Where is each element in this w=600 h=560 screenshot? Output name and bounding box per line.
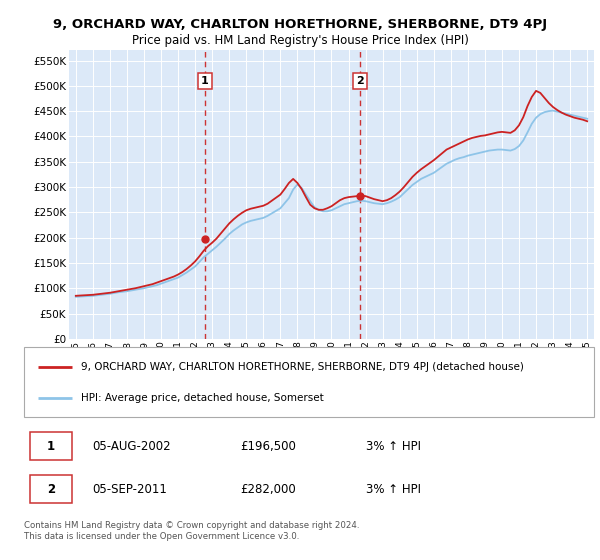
Text: HPI: Average price, detached house, Somerset: HPI: Average price, detached house, Some… [81,393,324,403]
Text: 2: 2 [356,76,364,86]
Text: 3% ↑ HPI: 3% ↑ HPI [366,483,421,496]
Text: 9, ORCHARD WAY, CHARLTON HORETHORNE, SHERBORNE, DT9 4PJ: 9, ORCHARD WAY, CHARLTON HORETHORNE, SHE… [53,17,547,31]
FancyBboxPatch shape [30,475,73,503]
Text: £196,500: £196,500 [241,440,296,452]
Text: Contains HM Land Registry data © Crown copyright and database right 2024.
This d: Contains HM Land Registry data © Crown c… [24,521,359,541]
Text: 3% ↑ HPI: 3% ↑ HPI [366,440,421,452]
Text: £282,000: £282,000 [241,483,296,496]
Text: 1: 1 [201,76,209,86]
Text: 2: 2 [47,483,55,496]
Text: Price paid vs. HM Land Registry's House Price Index (HPI): Price paid vs. HM Land Registry's House … [131,34,469,47]
Text: 05-AUG-2002: 05-AUG-2002 [92,440,171,452]
Text: 05-SEP-2011: 05-SEP-2011 [92,483,167,496]
FancyBboxPatch shape [30,432,73,460]
Text: 9, ORCHARD WAY, CHARLTON HORETHORNE, SHERBORNE, DT9 4PJ (detached house): 9, ORCHARD WAY, CHARLTON HORETHORNE, SHE… [81,362,524,372]
Text: 1: 1 [47,440,55,452]
FancyBboxPatch shape [24,347,594,417]
